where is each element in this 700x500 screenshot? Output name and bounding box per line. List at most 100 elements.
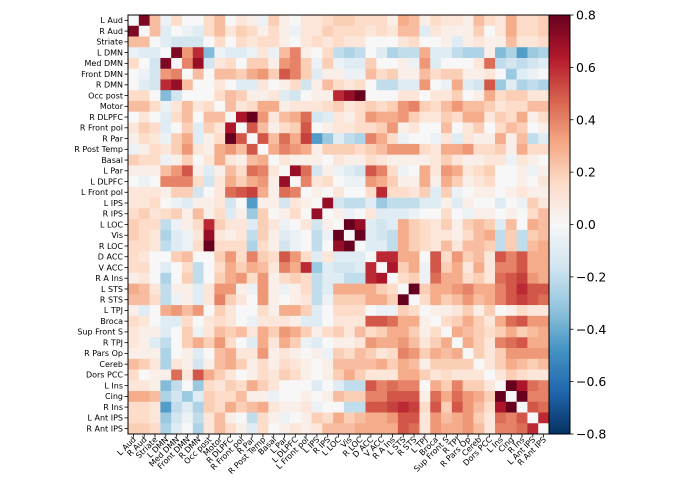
heatmap-cell [171, 294, 183, 306]
heatmap-cell [516, 219, 528, 231]
heatmap-cell [322, 412, 334, 424]
heatmap-cell [538, 272, 550, 284]
heatmap-cell [397, 25, 410, 37]
y-tick-label: D ACC [98, 253, 124, 262]
heatmap-cell [160, 36, 172, 48]
heatmap-cell [268, 111, 280, 123]
heatmap-cell [289, 229, 302, 242]
heatmap-cell [354, 90, 366, 102]
heatmap-cell [365, 176, 377, 188]
heatmap-cell [268, 36, 280, 48]
heatmap-cell [246, 315, 258, 327]
heatmap-cell [149, 47, 161, 59]
heatmap-cell [451, 229, 464, 242]
heatmap-cell [441, 305, 453, 317]
heatmap-cell [505, 229, 518, 242]
heatmap-cell [322, 176, 334, 188]
heatmap-cell [160, 47, 172, 59]
heatmap-cell [203, 348, 215, 360]
heatmap-cell [246, 380, 258, 392]
heatmap-cell [484, 47, 496, 59]
heatmap-cell [268, 272, 280, 284]
heatmap-cell [376, 283, 388, 295]
heatmap-cell [138, 294, 150, 306]
heatmap-cell [333, 240, 345, 252]
heatmap-cell [354, 315, 366, 327]
heatmap-cell [441, 219, 453, 231]
heatmap-cell [419, 305, 431, 317]
heatmap-cell [268, 380, 280, 392]
heatmap-cell [451, 79, 464, 91]
heatmap-cell [203, 294, 215, 306]
heatmap-cell [505, 15, 518, 27]
heatmap-cell [484, 262, 496, 274]
heatmap-cell [160, 90, 172, 102]
heatmap-cell [128, 326, 140, 338]
heatmap-cell [430, 348, 442, 360]
heatmap-cell [419, 143, 431, 156]
heatmap-cell [538, 133, 550, 145]
heatmap-cell [203, 36, 215, 48]
heatmap-cell [300, 240, 312, 252]
heatmap-cell [516, 294, 528, 306]
heatmap-cell [322, 262, 334, 274]
heatmap-cell [527, 272, 539, 284]
heatmap-cell [451, 369, 464, 381]
heatmap-cell [225, 294, 237, 306]
heatmap-cell [484, 219, 496, 231]
heatmap-cell [333, 251, 345, 263]
heatmap-cell [441, 423, 453, 435]
heatmap-cell [484, 79, 496, 91]
heatmap-cell [419, 68, 431, 80]
heatmap-cell [430, 305, 442, 317]
heatmap-cell [268, 337, 280, 349]
heatmap-cell [300, 57, 312, 70]
heatmap-cell [451, 143, 464, 156]
heatmap-cell [333, 25, 345, 37]
heatmap-cell [516, 412, 528, 424]
colorbar-tick-label: −0.8 [576, 427, 606, 442]
heatmap-cell [343, 294, 356, 306]
heatmap-cell [128, 79, 140, 91]
heatmap-cell [235, 391, 248, 403]
heatmap-cell [527, 154, 539, 166]
heatmap-cell [300, 262, 312, 274]
heatmap-cell [171, 401, 183, 413]
heatmap-cell [279, 380, 291, 392]
heatmap-cell [430, 36, 442, 48]
heatmap-cell [451, 358, 464, 370]
heatmap-cell [214, 15, 226, 27]
heatmap-cell [484, 358, 496, 370]
heatmap-cell [495, 47, 507, 59]
heatmap-cell [235, 133, 248, 145]
heatmap-cell [376, 133, 388, 145]
heatmap-cell [516, 369, 528, 381]
heatmap-cell [225, 305, 237, 317]
heatmap-cell [138, 154, 150, 166]
heatmap-cell [171, 133, 183, 145]
heatmap-cell [516, 68, 528, 80]
y-tick-label: Vis [111, 231, 123, 240]
heatmap-cell [128, 57, 140, 70]
heatmap-cell [354, 219, 366, 231]
heatmap-cell [322, 186, 334, 199]
y-tick-label: L DLPFC [90, 177, 123, 186]
heatmap-cell [387, 240, 399, 252]
heatmap-cell [505, 68, 518, 80]
heatmap-cell [387, 272, 399, 284]
heatmap-cell [138, 57, 150, 70]
colorbar-tick-label: 0.4 [576, 112, 596, 127]
heatmap-cell [311, 133, 323, 145]
heatmap-cell [289, 143, 302, 156]
heatmap-cell [322, 122, 334, 134]
heatmap-cell [214, 197, 226, 209]
heatmap-cell [268, 391, 280, 403]
heatmap-cell [473, 251, 485, 263]
heatmap-cell [430, 122, 442, 134]
heatmap-cell [160, 208, 172, 220]
heatmap-cell [138, 412, 150, 424]
heatmap-cell [311, 154, 323, 166]
heatmap-cell [192, 305, 204, 317]
heatmap-cell [322, 154, 334, 166]
heatmap-cell [311, 229, 323, 242]
